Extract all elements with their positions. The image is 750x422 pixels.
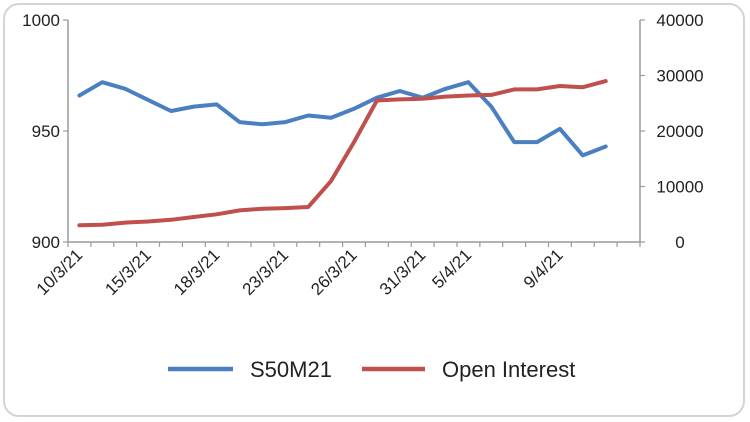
legend: S50M21 Open Interest [168, 357, 575, 382]
series-lines [77, 79, 608, 228]
right-tick-label: 0 [675, 233, 684, 252]
chart-frame [3, 3, 745, 417]
x-tick-label: 15/3/21 [101, 245, 155, 299]
series-line-open-interest [77, 79, 608, 228]
right-tick-label: 40000 [656, 11, 703, 30]
x-tick-label: 23/3/21 [239, 245, 293, 299]
x-tick-label: 18/3/21 [170, 245, 224, 299]
x-tick-label: 5/4/21 [428, 245, 475, 292]
x-tick-label: 10/3/21 [33, 245, 87, 299]
x-tick-label: 31/3/21 [376, 245, 430, 299]
x-axis-ticks: 10/3/21 15/3/21 18/3/21 23/3/21 26/3/21 31/3/… [33, 242, 641, 299]
series-line-s50m21 [77, 80, 608, 158]
left-axis-ticks: 900 950 1000 [22, 11, 68, 252]
right-tick-label: 20000 [656, 122, 703, 141]
legend-label-open-interest: Open Interest [442, 357, 575, 382]
right-tick-label: 10000 [656, 178, 703, 197]
right-axis-ticks: 0 10000 20000 30000 40000 [640, 11, 704, 252]
right-tick-label: 30000 [656, 67, 703, 86]
left-tick-label: 900 [32, 233, 60, 252]
legend-label-s50m21: S50M21 [250, 357, 332, 382]
x-tick-label: 9/4/21 [520, 245, 567, 292]
left-tick-label: 950 [32, 122, 60, 141]
left-tick-label: 1000 [22, 11, 60, 30]
x-tick-label: 26/3/21 [307, 245, 361, 299]
